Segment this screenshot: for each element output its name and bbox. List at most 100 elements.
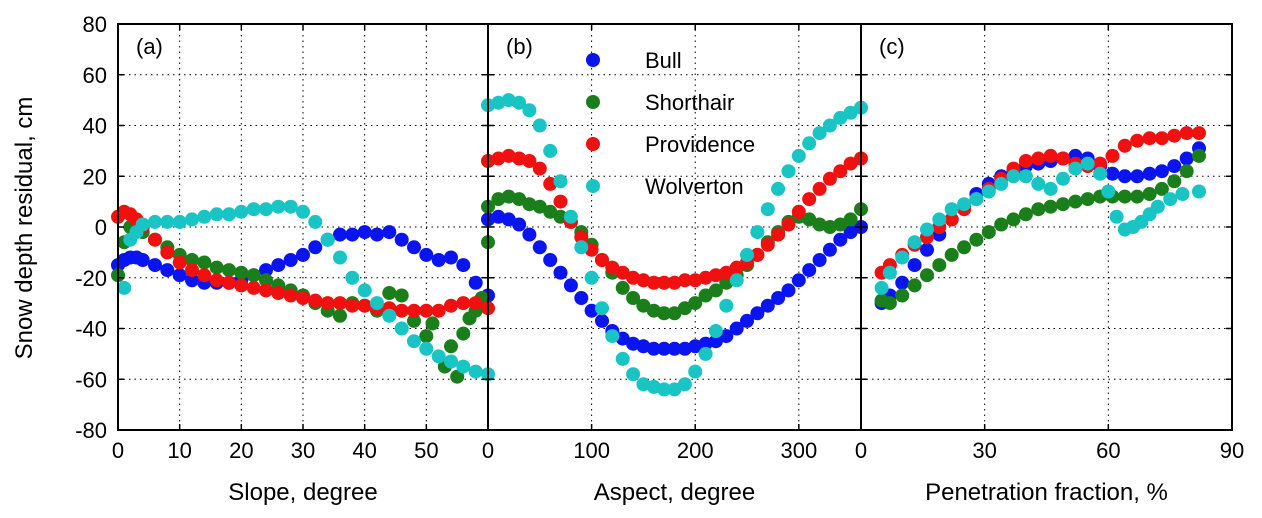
data-point-bull (667, 341, 682, 356)
legend-label-wolverton: Wolverton (645, 174, 744, 199)
data-point-providence (802, 192, 817, 207)
data-point-bull (563, 278, 578, 293)
data-point-shorthair (1142, 187, 1157, 201)
data-point-bull (394, 232, 409, 247)
data-point-wolverton (1056, 171, 1070, 186)
data-point-providence (320, 296, 335, 311)
data-point-wolverton (874, 280, 889, 295)
data-point-bull (333, 227, 347, 242)
x-tick-label: 0 (855, 438, 867, 463)
data-point-wolverton (209, 207, 224, 222)
data-point-shorthair (981, 225, 996, 240)
data-point-shorthair (407, 313, 421, 328)
y-tick-label: 0 (95, 215, 107, 240)
data-point-wolverton (553, 174, 568, 189)
data-point-providence (615, 265, 630, 280)
data-point-providence (822, 171, 837, 186)
data-point-providence (296, 291, 310, 305)
data-point-bull (259, 263, 273, 278)
data-point-shorthair (626, 291, 641, 305)
data-point-wolverton (688, 364, 703, 379)
data-point-wolverton (719, 298, 734, 313)
data-point-providence (246, 280, 261, 295)
data-point-bull (501, 212, 516, 227)
data-point-bull (750, 306, 765, 321)
data-point-bull (553, 265, 568, 280)
data-point-wolverton (563, 209, 578, 224)
data-point-providence (944, 212, 959, 227)
y-tick-label: 60 (83, 63, 107, 88)
data-point-bull (407, 240, 421, 255)
data-point-wolverton (222, 207, 236, 222)
data-point-providence (833, 164, 848, 179)
data-point-wolverton (296, 204, 310, 219)
y-tick-label: -20 (75, 266, 107, 291)
data-point-bull (1117, 169, 1132, 184)
data-point-providence (419, 303, 434, 318)
data-point-wolverton (259, 202, 273, 217)
data-point-wolverton (456, 359, 471, 374)
legend-label-bull: Bull (645, 48, 682, 73)
data-point-bull (370, 227, 384, 242)
data-point-bull (812, 253, 827, 267)
data-point-bull (308, 240, 323, 255)
data-point-bull (512, 217, 527, 232)
data-point-shorthair (895, 288, 910, 303)
y-axis-label: Snow depth residual, cm (11, 97, 38, 360)
data-point-providence (283, 288, 298, 303)
data-point-providence (812, 181, 827, 196)
data-point-bull (431, 253, 446, 267)
data-point-wolverton (117, 280, 132, 295)
data-point-providence (444, 298, 458, 313)
data-point-bull (160, 263, 175, 278)
data-point-providence (791, 204, 806, 219)
data-point-wolverton (1006, 169, 1021, 184)
data-point-providence (719, 265, 734, 280)
data-point-wolverton (882, 265, 897, 280)
data-point-wolverton (1101, 184, 1116, 199)
data-point-bull (708, 334, 723, 349)
data-point-wolverton (1175, 187, 1190, 201)
data-point-wolverton (595, 301, 609, 316)
data-point-shorthair (1056, 197, 1070, 212)
data-point-wolverton (822, 118, 837, 133)
data-point-wolverton (419, 341, 434, 356)
data-point-shorthair (234, 265, 249, 280)
data-point-providence (160, 245, 175, 260)
data-point-wolverton (981, 184, 996, 199)
data-point-bull (456, 258, 471, 273)
data-point-wolverton (543, 143, 558, 158)
data-point-wolverton (283, 199, 298, 214)
data-point-wolverton (333, 250, 347, 265)
data-point-shorthair (802, 212, 817, 227)
data-point-shorthair (667, 306, 682, 321)
legend-marker-bull (586, 53, 600, 67)
data-point-bull (843, 225, 858, 240)
data-point-bull (595, 313, 609, 328)
x-tick-label: 60 (1096, 438, 1120, 463)
grid-layer (118, 24, 1232, 430)
data-point-providence (308, 293, 323, 308)
data-point-wolverton (135, 217, 150, 232)
data-point-wolverton (1163, 192, 1178, 207)
x-axis-label: Penetration fraction, % (925, 479, 1168, 506)
data-point-shorthair (636, 298, 651, 313)
data-point-wolverton (197, 209, 212, 224)
data-point-providence (843, 156, 858, 171)
data-point-providence (532, 161, 547, 176)
data-point-bull (543, 253, 558, 267)
data-point-bull (345, 227, 360, 242)
data-point-providence (760, 237, 775, 252)
data-point-providence (172, 255, 187, 270)
data-point-providence (1192, 126, 1206, 141)
data-point-providence (259, 283, 273, 298)
x-axis-label: Slope, degree (228, 479, 377, 506)
x-tick-label: 200 (677, 438, 714, 463)
data-point-providence (456, 296, 471, 311)
legend-label-providence: Providence (645, 132, 755, 157)
data-point-providence (595, 253, 609, 267)
data-point-wolverton (605, 329, 620, 344)
data-point-bull (907, 258, 922, 273)
data-point-wolverton (1192, 184, 1206, 199)
